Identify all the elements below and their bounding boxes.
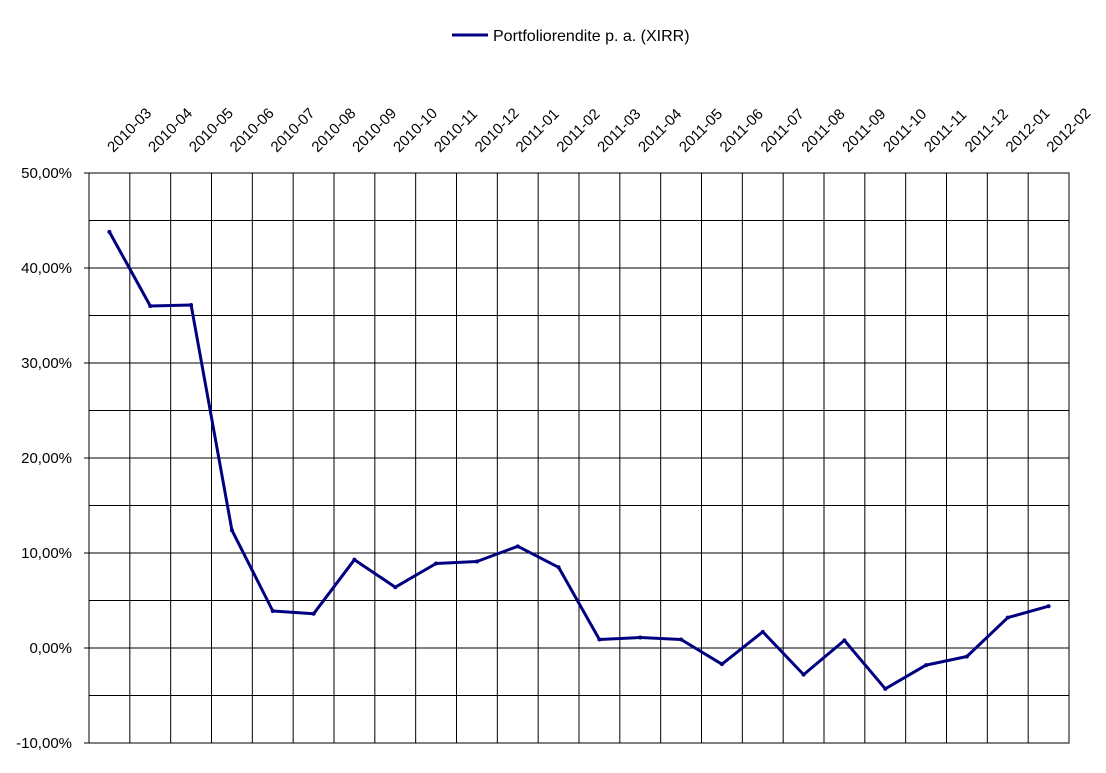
y-tick-label: -10,00% [16, 735, 72, 752]
x-tick-label: 2011-07 [758, 106, 808, 156]
data-point [801, 672, 806, 677]
data-point [679, 637, 684, 642]
x-tick-label: 2010-12 [472, 105, 523, 156]
x-tick-label: 2010-11 [431, 106, 481, 156]
x-tick-label: 2010-06 [227, 105, 278, 156]
data-point [760, 629, 765, 634]
data-point [393, 585, 398, 590]
x-tick-label: 2011-02 [553, 106, 603, 156]
x-tick-label: 2010-03 [104, 105, 155, 156]
data-point [883, 686, 888, 691]
x-tick-label: 2011-12 [962, 106, 1012, 156]
data-point [189, 303, 194, 308]
series-points [107, 229, 1051, 691]
x-tick-label: 2011-06 [717, 106, 767, 156]
data-point [1046, 604, 1051, 609]
data-point [229, 528, 234, 533]
x-tick-label: 2012-01 [1003, 105, 1054, 156]
y-tick-label: 0,00% [29, 640, 72, 657]
legend: Portfoliorendite p. a. (XIRR) [452, 28, 690, 45]
y-tick-label: 30,00% [21, 355, 72, 372]
x-tick-label: 2010-10 [390, 105, 441, 156]
data-point [638, 635, 643, 640]
data-point [1005, 615, 1010, 620]
data-point [597, 637, 602, 642]
x-tick-label: 2011-08 [798, 106, 848, 156]
y-axis: 50,00% 40,00% 30,00% 20,00% 10,00% 0,00% -10,0… [16, 165, 89, 752]
x-axis: 2010-032010-042010-052010-062010-072010-… [104, 105, 1094, 156]
data-point [842, 638, 847, 643]
legend-label: Portfoliorendite p. a. (XIRR) [493, 28, 690, 45]
y-tick-label: 40,00% [21, 260, 72, 277]
data-point [964, 654, 969, 659]
data-point [148, 304, 153, 308]
x-tick-label: 2011-04 [635, 106, 685, 156]
gridlines [89, 173, 1069, 743]
data-point [434, 561, 439, 566]
x-tick-label: 2011-01 [513, 106, 563, 156]
data-point [352, 557, 357, 562]
x-tick-label: 2012-02 [1043, 105, 1094, 156]
data-point [270, 608, 275, 613]
x-tick-label: 2011-05 [676, 106, 726, 156]
data-point [924, 663, 929, 668]
x-tick-label: 2011-10 [880, 106, 930, 156]
y-tick-label: 10,00% [21, 545, 72, 562]
x-tick-label: 2011-09 [839, 106, 889, 156]
x-tick-label: 2011-03 [594, 106, 644, 156]
x-tick-label: 2011-11 [921, 106, 970, 155]
x-tick-label: 2010-04 [145, 105, 196, 156]
data-point [556, 565, 561, 570]
data-point [311, 611, 316, 616]
y-tick-label: 50,00% [21, 165, 72, 182]
x-tick-label: 2010-05 [186, 105, 237, 156]
x-tick-label: 2010-09 [349, 105, 400, 156]
series-line-portfoliorendite [107, 230, 1051, 691]
y-tick-label: 20,00% [21, 450, 72, 467]
data-point [107, 229, 112, 234]
data-point [515, 544, 520, 549]
data-point [719, 662, 724, 667]
x-tick-label: 2010-08 [308, 105, 359, 156]
data-point [474, 559, 479, 564]
x-tick-label: 2010-07 [268, 105, 319, 156]
